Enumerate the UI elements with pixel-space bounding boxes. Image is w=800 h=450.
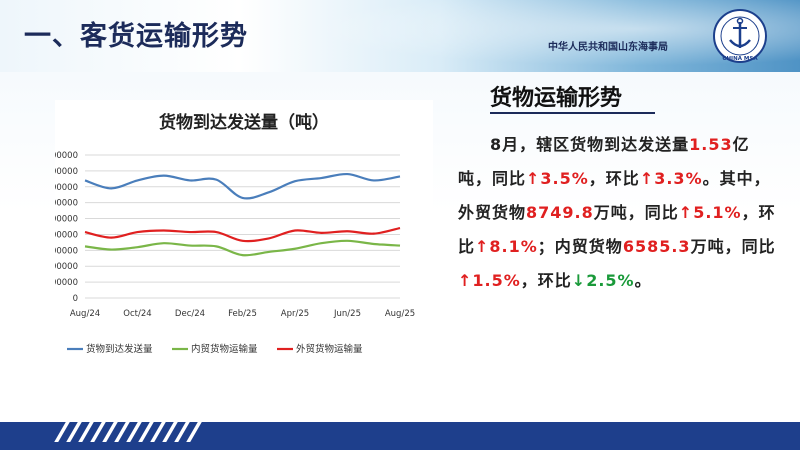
chart-panel: 货物到达发送量（吨） 0 20000000 40000000 60000000 8000… bbox=[29, 100, 433, 365]
domestic-mom-value: 2.5% bbox=[586, 271, 635, 290]
arrow-down-icon: ↓ bbox=[571, 271, 587, 290]
series-line-2 bbox=[84, 239, 401, 257]
text-run: ，环比 bbox=[458, 203, 776, 256]
page-title: 一、客货运输形势 bbox=[24, 21, 248, 52]
series-line-1 bbox=[84, 172, 401, 200]
total-mom-value: 3.3% bbox=[654, 169, 703, 188]
foreign-mom-value: 8.1% bbox=[489, 237, 538, 256]
x-tick-label: Oct/24 bbox=[123, 309, 151, 319]
y-tick-label: 60000000 bbox=[55, 246, 78, 256]
chart-title: 货物到达发送量（吨） bbox=[159, 112, 329, 133]
arrow-up-icon: ↑ bbox=[678, 203, 694, 222]
arrow-up-icon: ↑ bbox=[458, 271, 473, 290]
x-axis-ticks: Aug/24 Oct/24 Dec/24 Feb/25 Apr/25 Jun/25 Aug/… bbox=[70, 309, 415, 319]
y-tick-label: 160000000 bbox=[55, 167, 78, 177]
arrow-up-icon: ↑ bbox=[526, 169, 541, 188]
y-tick-label: 40000000 bbox=[55, 262, 78, 272]
chart-legend: 货物到达发送量 内贸货物运输量 外贸货物运输量 bbox=[67, 343, 363, 355]
text-run: ，环比 bbox=[588, 169, 640, 188]
legend-label: 外贸货物运输量 bbox=[296, 343, 363, 355]
y-axis-ticks: 0 20000000 40000000 60000000 80000000 1000000… bbox=[29, 151, 78, 304]
chart-series bbox=[84, 172, 401, 257]
legend-label: 货物到达发送量 bbox=[86, 343, 153, 355]
x-tick-label: Apr/25 bbox=[281, 309, 309, 319]
org-name: 中华人民共和国山东海事局 bbox=[548, 42, 668, 53]
text-run: 。 bbox=[634, 271, 652, 290]
x-tick-label: Feb/25 bbox=[228, 309, 257, 319]
chart-gridlines bbox=[85, 154, 400, 299]
summary-text: 8月，辖区货物到达发送量1.53亿吨，同比↑3.5%，环比↑3.3%。其中，外贸… bbox=[458, 128, 778, 298]
x-tick-label: Dec/24 bbox=[175, 309, 205, 319]
x-tick-label: Aug/24 bbox=[70, 309, 100, 319]
summary-paragraph: 8月，辖区货物到达发送量1.53亿吨，同比↑3.5%，环比↑3.3%。其中，外贸… bbox=[458, 128, 778, 298]
arrow-up-icon: ↑ bbox=[475, 237, 490, 256]
text-run: 万吨，同比 bbox=[593, 203, 679, 222]
total-yoy-value: 3.5% bbox=[540, 169, 589, 188]
header-wave-decoration bbox=[250, 0, 800, 72]
y-tick-label: 20000000 bbox=[55, 278, 78, 288]
y-tick-label: 180000000 bbox=[55, 151, 78, 161]
y-tick-label: 120000000 bbox=[55, 199, 78, 209]
text-run: 。其中，外贸货物 bbox=[458, 169, 771, 222]
domestic-volume-value: 6585.3 bbox=[622, 237, 691, 256]
x-tick-label: Jun/25 bbox=[333, 309, 361, 319]
arrow-up-icon: ↑ bbox=[639, 169, 655, 188]
y-tick-label: 0 bbox=[73, 294, 78, 304]
foreign-volume-value: 8749.8 bbox=[526, 203, 594, 222]
heading-underline bbox=[490, 112, 655, 114]
legend-label: 内贸货物运输量 bbox=[191, 343, 258, 355]
foreign-yoy-value: 5.1% bbox=[693, 203, 742, 222]
text-run: ，环比 bbox=[520, 271, 572, 290]
total-volume-value: 1.53 bbox=[689, 135, 733, 154]
y-tick-label: 80000000 bbox=[55, 230, 78, 240]
y-tick-label: 140000000 bbox=[55, 183, 78, 193]
msa-logo: CHINA MSA bbox=[713, 9, 767, 63]
line-chart: 货物到达发送量（吨） 0 20000000 40000000 60000000 8000… bbox=[29, 112, 415, 355]
svg-text:CHINA MSA: CHINA MSA bbox=[722, 56, 758, 62]
x-tick-label: Aug/25 bbox=[385, 309, 415, 319]
domestic-yoy-value: 1.5% bbox=[472, 271, 521, 290]
y-tick-label: 100000000 bbox=[55, 215, 78, 225]
text-run: 亿吨，同比 bbox=[458, 135, 750, 188]
text-run: 万吨，同比 bbox=[690, 237, 776, 256]
text-run: 8月，辖区货物到达发送量 bbox=[490, 135, 690, 154]
series-line-3 bbox=[84, 227, 401, 243]
section-heading: 货物运输形势 bbox=[490, 86, 623, 111]
text-run: ；内贸货物 bbox=[537, 237, 623, 256]
